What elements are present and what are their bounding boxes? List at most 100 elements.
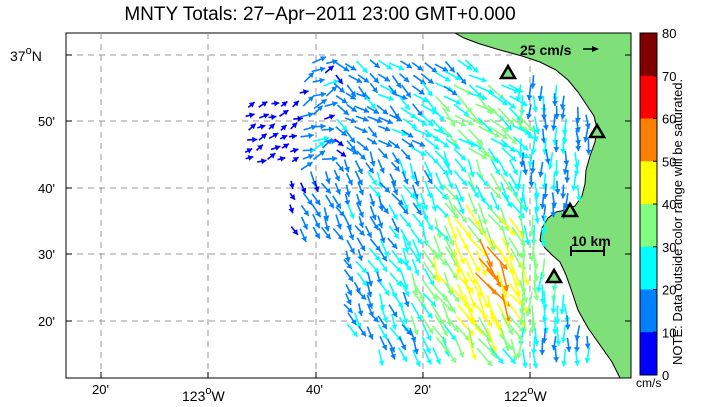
current-vector-head xyxy=(553,147,560,153)
current-vector-head xyxy=(575,145,582,152)
colorbar-segment xyxy=(640,289,657,333)
current-vector-head xyxy=(431,67,437,73)
current-vector-head xyxy=(391,324,398,330)
current-vector-head xyxy=(319,77,325,84)
current-vector-head xyxy=(510,358,516,364)
current-vector-head xyxy=(369,160,376,167)
current-vector-head xyxy=(252,136,258,143)
longitude-labels: 20' 123oW 40' 20' 122oW xyxy=(92,382,547,404)
current-vector-head xyxy=(427,172,433,178)
current-vector-head xyxy=(393,233,399,239)
current-vector-head xyxy=(320,99,327,105)
colorbar-tick-label: 0 xyxy=(662,368,669,383)
radar-site-marker xyxy=(587,122,607,139)
current-vector-head xyxy=(511,138,517,144)
current-vector-head xyxy=(428,328,434,335)
current-vector-head xyxy=(416,314,422,321)
current-vector-head xyxy=(391,311,398,318)
current-vector-head xyxy=(371,139,377,145)
current-vector-head xyxy=(427,90,433,97)
current-vector-head xyxy=(402,208,409,215)
current-vector-head xyxy=(352,149,358,155)
current-vector-head xyxy=(344,166,350,173)
current-vector-head xyxy=(392,189,399,195)
current-vector-head xyxy=(368,167,374,174)
current-vector-head xyxy=(394,165,400,172)
current-vector-head xyxy=(538,171,544,178)
current-vector-head xyxy=(337,140,344,146)
current-vector-head xyxy=(338,165,344,172)
current-vector-head xyxy=(481,94,487,101)
axis-ticks xyxy=(66,54,631,378)
current-vector-head xyxy=(349,247,355,254)
current-vector-head xyxy=(403,301,410,307)
current-vector-head xyxy=(359,245,365,251)
current-vector-head xyxy=(356,200,362,206)
current-vector-head xyxy=(357,255,364,261)
current-vector-head xyxy=(288,183,295,189)
current-vector-head xyxy=(472,278,478,285)
current-vector-head xyxy=(455,74,461,81)
current-vector-head xyxy=(461,216,467,223)
current-vector-head xyxy=(343,65,350,72)
current-vector-head xyxy=(371,214,377,221)
current-vector-head xyxy=(349,94,356,100)
current-vector-head xyxy=(508,255,514,261)
current-vector-head xyxy=(465,231,472,238)
current-vector-head xyxy=(584,343,591,349)
current-vector-head xyxy=(426,312,433,319)
current-vector-head xyxy=(425,347,431,354)
current-vector-head xyxy=(519,230,526,236)
current-vectors xyxy=(244,56,592,369)
current-vector-head xyxy=(407,132,414,138)
current-vector-head xyxy=(383,207,389,214)
current-vector-head xyxy=(341,97,348,104)
current-vector-head xyxy=(529,83,536,89)
current-vector-head xyxy=(512,169,518,175)
current-vector-head xyxy=(506,185,512,192)
current-vector-head xyxy=(487,261,493,267)
current-vector-head xyxy=(371,131,377,138)
current-vector-head xyxy=(560,114,566,120)
current-vector-head xyxy=(522,206,529,213)
current-vector-head xyxy=(526,94,533,101)
current-vector-head xyxy=(539,350,546,356)
colorbar-tick-label: 80 xyxy=(662,26,676,41)
current-vector-head xyxy=(346,299,352,305)
current-vector xyxy=(486,246,508,271)
current-vector-head xyxy=(334,175,340,182)
current-vector-head xyxy=(501,99,508,105)
current-vector-head xyxy=(382,108,388,115)
current-vector-head xyxy=(247,155,254,161)
saturation-note: NOTE: Data outside color range will be s… xyxy=(670,79,685,365)
current-vector-head xyxy=(450,307,456,314)
colorbar-tick-label: 40 xyxy=(662,197,676,212)
current-vector-head xyxy=(340,151,347,157)
current-vector-head xyxy=(416,238,422,245)
current-vector-head xyxy=(303,210,309,216)
current-vector-head xyxy=(565,346,572,352)
current-vector-head xyxy=(366,291,373,298)
current-vector-head xyxy=(496,186,502,192)
current-vector-head xyxy=(552,329,558,335)
radar-sites xyxy=(498,63,607,284)
current-vector-head xyxy=(435,358,441,365)
current-vector-head xyxy=(516,252,522,258)
current-vector-head xyxy=(411,123,417,129)
current-vector-head xyxy=(360,330,366,337)
current-vector-head xyxy=(460,120,466,127)
current-vector-head xyxy=(357,310,364,316)
current-vector-head xyxy=(550,212,557,218)
current-vector-head xyxy=(357,179,363,186)
current-vector-head xyxy=(467,119,474,126)
current-vector-head xyxy=(307,111,314,118)
current-vector-head xyxy=(517,121,524,127)
current-vector-head xyxy=(470,354,477,360)
current-vector-head xyxy=(279,156,286,162)
current-vector-head xyxy=(346,289,352,296)
current-vector-head xyxy=(349,137,355,143)
colorbar-tick-label: 30 xyxy=(662,240,676,255)
current-vector-head xyxy=(426,192,433,199)
current-vector-head xyxy=(339,210,345,217)
current-vector-head xyxy=(350,117,357,124)
